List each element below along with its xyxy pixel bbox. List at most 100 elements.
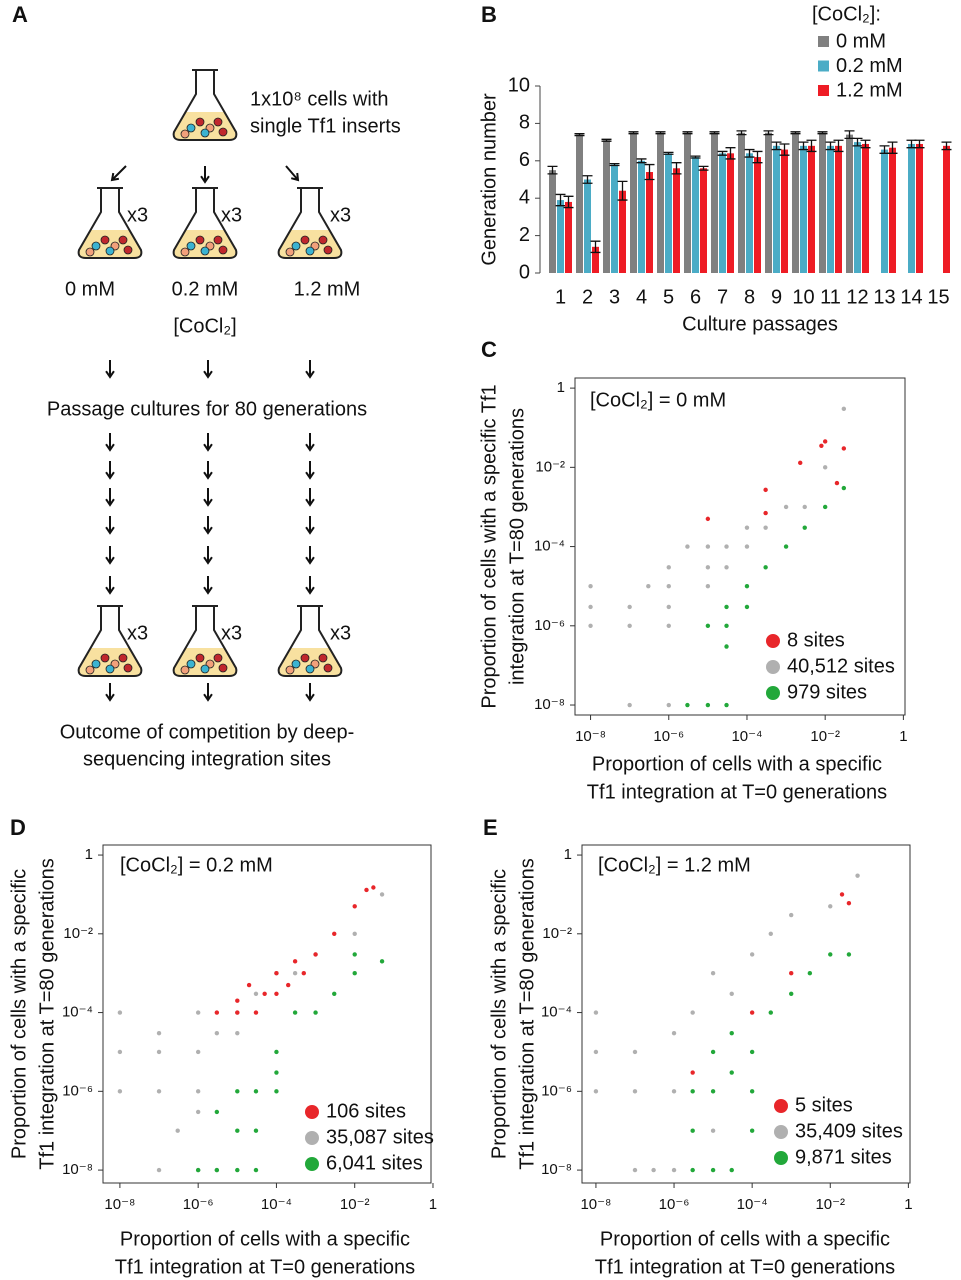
point: [274, 1049, 279, 1055]
point: [834, 480, 840, 486]
point: [666, 604, 671, 610]
point: [195, 1049, 201, 1055]
legend-label: 106 sites: [326, 1100, 406, 1122]
point: [253, 991, 259, 996]
legend-label: 1.2 mM: [836, 79, 903, 101]
x-tick-label: 10⁻⁸: [104, 1196, 135, 1213]
bar: [916, 143, 923, 273]
point: [214, 1010, 220, 1015]
bar: [908, 143, 915, 273]
y-tick-label: 2: [519, 224, 530, 246]
bar: [719, 153, 726, 273]
legend-label: 0.2 mM: [836, 55, 903, 77]
error-bar: [779, 143, 790, 156]
point: [292, 970, 298, 976]
x-tick-label: 10⁻⁶: [183, 1196, 214, 1213]
error-bar: [736, 130, 747, 136]
point: [710, 970, 716, 976]
arrow: [305, 360, 315, 379]
error-bar: [636, 158, 647, 164]
legend-label: 0 mM: [836, 30, 886, 52]
point: [156, 1030, 162, 1036]
point: [195, 1109, 201, 1115]
point: [671, 1030, 677, 1036]
point: [371, 885, 376, 890]
point: [729, 991, 734, 996]
point: [632, 1089, 638, 1094]
y-axis-label: Proportion of cells with a specific: [488, 869, 510, 1159]
point: [841, 446, 847, 451]
bar: [835, 145, 842, 273]
bar: [711, 132, 718, 273]
x-tick-label: 10⁻⁸: [575, 728, 606, 745]
arrow: [105, 516, 115, 535]
error-bar: [744, 148, 755, 158]
legend-label: 6,041 sites: [326, 1152, 423, 1174]
point: [274, 1070, 279, 1075]
point: [724, 544, 729, 549]
annotation: [CoCl₂] = 0.2 mM: [120, 854, 273, 876]
arrow: [285, 165, 300, 182]
point: [690, 1128, 695, 1133]
x-tick-label: 10⁻²: [815, 1196, 845, 1213]
panel-label: D: [10, 815, 26, 840]
error-bar: [663, 151, 674, 155]
error-bar: [717, 150, 728, 156]
error-bar: [582, 175, 593, 184]
arrow: [105, 576, 115, 595]
arrow: [305, 461, 315, 480]
arrow: [305, 433, 315, 452]
x-tick-label: 10: [792, 286, 814, 308]
arrow: [203, 433, 213, 452]
x-tick-label: 2: [582, 286, 593, 308]
point: [744, 525, 750, 530]
point: [749, 1049, 755, 1055]
error-bar: [833, 139, 844, 153]
multiplier: x3: [127, 204, 148, 226]
bar: [576, 134, 583, 273]
point: [690, 1070, 695, 1075]
arrow: [105, 461, 115, 480]
x-tick-label: 1: [899, 728, 907, 745]
point: [666, 623, 671, 628]
point: [828, 904, 833, 909]
arrow: [203, 546, 213, 565]
x-tick-label: 12: [846, 286, 868, 308]
x-axis-label: Proportion of cells with a specific: [120, 1228, 410, 1250]
point: [593, 1089, 599, 1094]
point: [379, 959, 385, 964]
x-tick-label: 9: [771, 286, 782, 308]
point: [802, 504, 807, 510]
error-bar: [644, 163, 655, 181]
arrow: [105, 683, 115, 702]
point: [744, 583, 750, 589]
passage-text: Passage cultures for 80 generations: [47, 398, 367, 420]
point: [724, 702, 729, 708]
x-tick-label: 10⁻²: [810, 728, 840, 745]
error-bar: [825, 141, 836, 151]
point: [332, 991, 337, 996]
bar: [619, 190, 626, 273]
point: [235, 1167, 240, 1173]
point: [117, 1010, 123, 1015]
point: [627, 604, 632, 610]
arrow: [305, 576, 315, 595]
point: [819, 443, 824, 448]
y-axis-label: Generation number: [478, 93, 500, 266]
point: [841, 485, 847, 491]
point: [627, 623, 632, 628]
bar: [611, 164, 618, 273]
error-bar: [628, 131, 639, 135]
point: [352, 952, 357, 957]
error-bar: [574, 133, 585, 137]
point: [710, 1089, 716, 1094]
y-tick-label: 6: [519, 149, 530, 171]
point: [253, 1089, 259, 1094]
arrow: [305, 488, 315, 507]
arrow: [200, 166, 210, 184]
point: [705, 544, 711, 549]
error-bar: [698, 165, 709, 171]
point: [262, 991, 267, 996]
point: [690, 1089, 695, 1094]
error-bar: [806, 139, 817, 153]
